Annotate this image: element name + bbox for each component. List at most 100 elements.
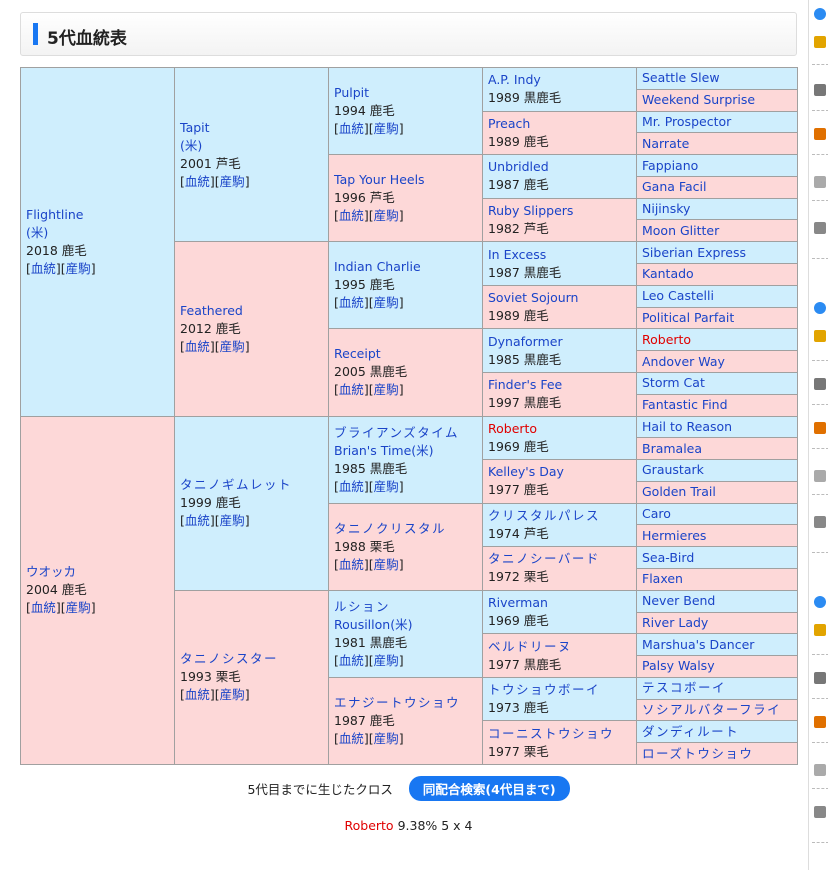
- pedigree-link[interactable]: 血統: [184, 687, 210, 703]
- offspring-link[interactable]: 産駒: [219, 687, 245, 703]
- sidebar-item-icon[interactable]: [814, 422, 826, 434]
- horse-link[interactable]: Hermieres: [642, 527, 707, 543]
- sidebar-folder-icon[interactable]: [814, 36, 826, 48]
- cross-horse-link[interactable]: Roberto: [344, 818, 394, 833]
- offspring-link[interactable]: 産駒: [373, 382, 399, 398]
- horse-link[interactable]: Narrate: [642, 135, 690, 151]
- horse-link[interactable]: Nijinsky: [642, 201, 691, 217]
- horse-link[interactable]: Political Parfait: [642, 309, 735, 325]
- horse-link[interactable]: Storm Cat: [642, 375, 705, 391]
- horse-link[interactable]: テスコボーイ: [642, 680, 727, 696]
- horse-link[interactable]: Hail to Reason: [642, 418, 733, 434]
- horse-link[interactable]: Indian Charlie: [334, 259, 421, 275]
- horse-link[interactable]: Fappiano: [642, 157, 699, 173]
- horse-link[interactable]: Moon Glitter: [642, 222, 720, 238]
- offspring-link[interactable]: 産駒: [373, 208, 399, 224]
- horse-link[interactable]: ブライアンズタイム: [334, 424, 460, 440]
- horse-link[interactable]: Dynaformer: [488, 333, 563, 349]
- horse-link[interactable]: Flightline: [26, 206, 84, 222]
- horse-link[interactable]: Gana Facil: [642, 179, 707, 195]
- pedigree-link[interactable]: 血統: [30, 600, 56, 616]
- pedigree-link[interactable]: 血統: [338, 121, 364, 137]
- horse-link[interactable]: エナジートウショウ: [334, 694, 461, 710]
- sidebar-item-icon[interactable]: [814, 378, 826, 390]
- horse-link[interactable]: Caro: [642, 506, 671, 522]
- horse-link[interactable]: Riverman: [488, 595, 548, 611]
- horse-link[interactable]: Feathered: [180, 302, 243, 318]
- horse-link[interactable]: Preach: [488, 115, 531, 131]
- sidebar-item-icon[interactable]: [814, 672, 826, 684]
- horse-link[interactable]: ルション: [334, 598, 391, 614]
- offspring-link[interactable]: 産駒: [219, 173, 245, 189]
- horse-link[interactable]: Never Bend: [642, 593, 716, 609]
- horse-link[interactable]: ソシアルバターフライ: [642, 702, 782, 718]
- pedigree-link[interactable]: 血統: [338, 652, 364, 668]
- horse-link[interactable]: Tapit: [180, 119, 210, 135]
- offspring-link[interactable]: 産駒: [373, 121, 399, 137]
- pedigree-link[interactable]: 血統: [184, 173, 210, 189]
- horse-link[interactable]: ウオッカ: [26, 564, 77, 580]
- horse-link[interactable]: Golden Trail: [642, 484, 716, 500]
- pedigree-link[interactable]: 血統: [338, 208, 364, 224]
- horse-link[interactable]: Bramalea: [642, 440, 703, 456]
- offspring-link[interactable]: 産駒: [373, 478, 399, 494]
- offspring-link[interactable]: 産駒: [65, 260, 91, 276]
- offspring-link[interactable]: 産駒: [219, 338, 245, 354]
- horse-link[interactable]: Roberto: [488, 420, 538, 436]
- horse-link[interactable]: コーニストウショウ: [488, 725, 615, 741]
- sidebar-item-icon[interactable]: [814, 128, 826, 140]
- horse-link[interactable]: クリスタルパレス: [488, 507, 601, 523]
- pedigree-link[interactable]: 血統: [184, 338, 210, 354]
- horse-link[interactable]: Sea-Bird: [642, 549, 695, 565]
- horse-link[interactable]: Soviet Sojourn: [488, 290, 579, 306]
- horse-link[interactable]: Pulpit: [334, 85, 370, 101]
- horse-link[interactable]: タニノシーバード: [488, 551, 600, 567]
- horse-link[interactable]: ダンディルート: [642, 723, 740, 739]
- horse-link[interactable]: River Lady: [642, 614, 709, 630]
- sidebar-item-icon[interactable]: [814, 470, 826, 482]
- horse-link-alt[interactable]: Brian's Time(米): [334, 442, 434, 458]
- pedigree-link[interactable]: 血統: [30, 260, 56, 276]
- horse-link[interactable]: Kantado: [642, 266, 694, 282]
- sidebar-item-icon[interactable]: [814, 222, 826, 234]
- horse-link[interactable]: Receipt: [334, 346, 381, 362]
- horse-link[interactable]: タニノギムレット: [180, 477, 293, 493]
- horse-link[interactable]: ローズトウショウ: [642, 745, 754, 761]
- offspring-link[interactable]: 産駒: [65, 600, 91, 616]
- horse-link[interactable]: Graustark: [642, 462, 704, 478]
- offspring-link[interactable]: 産駒: [373, 556, 399, 572]
- offspring-link[interactable]: 産駒: [373, 730, 399, 746]
- horse-link[interactable]: Andover Way: [642, 353, 725, 369]
- horse-link[interactable]: トウショウボーイ: [488, 682, 601, 698]
- sidebar-folder-icon[interactable]: [814, 330, 826, 342]
- horse-link[interactable]: Mr. Prospector: [642, 113, 732, 129]
- sidebar-item-icon[interactable]: [814, 764, 826, 776]
- horse-link[interactable]: Palsy Walsy: [642, 658, 715, 674]
- pedigree-link[interactable]: 血統: [338, 556, 364, 572]
- horse-link[interactable]: タニノシスター: [180, 651, 279, 667]
- horse-link[interactable]: In Excess: [488, 246, 547, 262]
- horse-link-alt[interactable]: Rousillon(米): [334, 616, 413, 632]
- horse-link[interactable]: Weekend Surprise: [642, 92, 756, 108]
- sidebar-item-icon[interactable]: [814, 176, 826, 188]
- sidebar-item-icon[interactable]: [814, 516, 826, 528]
- horse-link[interactable]: Finder's Fee: [488, 377, 563, 393]
- pedigree-link[interactable]: 血統: [338, 295, 364, 311]
- horse-link[interactable]: A.P. Indy: [488, 72, 541, 88]
- horse-link[interactable]: タニノクリスタル: [334, 520, 447, 536]
- sidebar-folder-icon[interactable]: [814, 624, 826, 636]
- pedigree-link[interactable]: 血統: [184, 513, 210, 529]
- horse-link[interactable]: Ruby Slippers: [488, 202, 574, 218]
- sidebar-item-icon[interactable]: [814, 84, 826, 96]
- pedigree-link[interactable]: 血統: [338, 478, 364, 494]
- horse-link[interactable]: Siberian Express: [642, 244, 747, 260]
- same-mating-search-button[interactable]: 同配合検索(4代目まで): [408, 776, 570, 801]
- sidebar-item-icon[interactable]: [814, 716, 826, 728]
- horse-link[interactable]: Kelley's Day: [488, 464, 564, 480]
- horse-link[interactable]: Seattle Slew: [642, 70, 720, 86]
- pedigree-link[interactable]: 血統: [338, 730, 364, 746]
- pedigree-link[interactable]: 血統: [338, 382, 364, 398]
- sidebar-item-icon[interactable]: [814, 806, 826, 818]
- horse-link[interactable]: Roberto: [642, 331, 692, 347]
- horse-link[interactable]: Leo Castelli: [642, 288, 714, 304]
